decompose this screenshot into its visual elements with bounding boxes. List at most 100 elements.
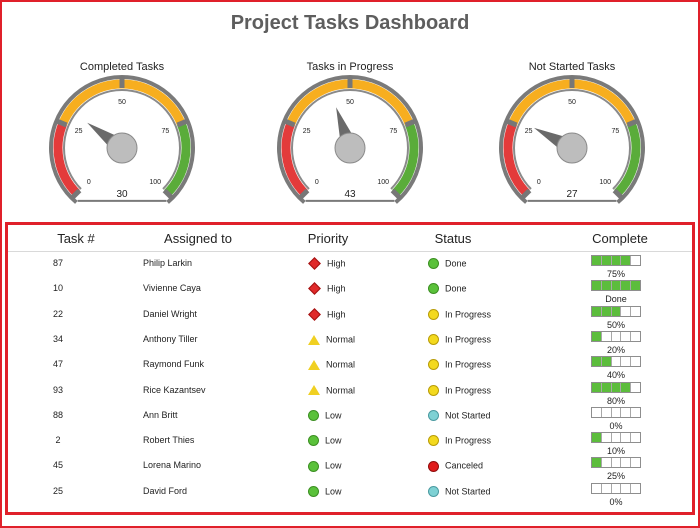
priority-label: Low xyxy=(325,410,342,421)
progress-segment xyxy=(592,458,602,468)
gauge-tick-label: 0 xyxy=(537,179,541,186)
gauge-hub xyxy=(556,132,588,164)
gauge-tick-label: 25 xyxy=(525,128,533,135)
gauge-tick-label: 100 xyxy=(599,179,611,186)
gauge-tick-label: 75 xyxy=(612,128,620,135)
task-number: 88 xyxy=(52,409,63,420)
gauge-dial: 0 25 50 75 100 30 xyxy=(49,75,195,204)
progress-segment xyxy=(621,483,632,493)
table-row[interactable]: 2 Robert Thies Low In Progress 10% xyxy=(8,430,692,456)
priority-label: Normal xyxy=(326,359,356,370)
progress-segment xyxy=(602,331,612,341)
table-row[interactable]: 34 Anthony Tiller Normal In Progress 20% xyxy=(8,329,692,355)
gauge-tick-label: 50 xyxy=(346,99,354,106)
progress-bar xyxy=(591,330,641,342)
gauge-tick-label: 25 xyxy=(75,128,83,135)
task-number: 45 xyxy=(52,460,63,471)
progress-segment xyxy=(592,433,602,443)
progress-label: 0% xyxy=(609,496,623,507)
status-cell: In Progress xyxy=(428,384,538,396)
table-row[interactable]: 47 Raymond Funk Normal In Progress 40% xyxy=(8,354,692,380)
header-assigned-to[interactable]: Assigned to xyxy=(164,231,232,246)
triangle-icon xyxy=(308,359,320,370)
progress-segment xyxy=(621,407,632,417)
header-task-number[interactable]: Task # xyxy=(57,231,95,246)
task-number: 93 xyxy=(52,384,63,395)
status-dot-icon xyxy=(428,435,439,447)
gauge-tick-label: 75 xyxy=(390,128,398,135)
status-label: Canceled xyxy=(445,461,484,472)
progress-segment xyxy=(631,458,640,467)
progress-segment xyxy=(601,382,612,392)
gauge-tick-label: 0 xyxy=(315,179,319,186)
table-header: Task # Assigned to Priority Status Compl… xyxy=(8,225,692,252)
table-row[interactable]: 45 Lorena Marino Low Canceled 25% xyxy=(8,455,692,481)
progress-segment xyxy=(612,407,622,417)
status-dot-icon xyxy=(428,460,439,472)
status-label: In Progress xyxy=(445,435,492,446)
gauge-band xyxy=(391,121,419,197)
header-complete[interactable]: Complete xyxy=(592,231,648,246)
assignee-name: David Ford xyxy=(143,485,188,496)
gauge: Completed Tasks 0 25 50 75 100 30 xyxy=(37,58,207,208)
diamond-icon xyxy=(308,282,321,296)
task-number: 25 xyxy=(52,485,63,496)
status-dot-icon xyxy=(428,283,439,295)
table-row[interactable]: 93 Rice Kazantsev Normal In Progress 80% xyxy=(8,380,692,406)
priority-label: High xyxy=(327,283,346,294)
table-row[interactable]: 10 Vivienne Caya High Done Done xyxy=(8,278,692,304)
priority-label: High xyxy=(327,309,346,320)
progress-bar xyxy=(591,280,641,292)
progress-segment xyxy=(592,357,602,367)
header-status[interactable]: Status xyxy=(434,231,472,246)
status-dot-icon xyxy=(428,258,439,270)
assignee-name: Anthony Tiller xyxy=(143,333,198,344)
table-row[interactable]: 25 David Ford Low Not Started 0% xyxy=(8,481,692,507)
status-cell: Not Started xyxy=(428,409,538,421)
progress-bar xyxy=(591,457,641,469)
progress-segment xyxy=(612,458,622,468)
progress-bar xyxy=(591,305,641,317)
progress-segment xyxy=(602,407,612,417)
table-row[interactable]: 22 Daniel Wright High In Progress 50% xyxy=(8,304,692,330)
gauge-dial: 0 25 50 75 100 27 xyxy=(499,75,645,204)
table-row[interactable]: 87 Philip Larkin High Done 75% xyxy=(8,253,692,279)
progress-segment xyxy=(631,484,640,493)
progress-segment xyxy=(601,357,612,367)
tasks-table: Task # Assigned to Priority Status Compl… xyxy=(5,222,695,515)
progress-segment xyxy=(601,256,612,265)
priority-cell: High xyxy=(308,307,398,321)
circle-icon xyxy=(308,460,319,472)
progress-segment xyxy=(631,433,640,442)
complete-cell: 0% xyxy=(591,482,641,507)
progress-segment xyxy=(612,433,622,443)
status-label: In Progress xyxy=(445,334,492,345)
status-cell: Not Started xyxy=(428,485,538,497)
gauge-tick-label: 25 xyxy=(303,128,311,135)
gauge-tick-label: 50 xyxy=(568,99,576,106)
header-priority[interactable]: Priority xyxy=(307,231,349,246)
gauge-value: 27 xyxy=(566,189,578,200)
gauge-tick-label: 100 xyxy=(377,179,389,186)
progress-segment xyxy=(602,433,612,443)
gauge-tick-label: 100 xyxy=(149,179,161,186)
status-cell: In Progress xyxy=(428,435,538,447)
circle-icon xyxy=(308,409,319,421)
priority-label: Low xyxy=(325,461,342,472)
table-row[interactable]: 88 Ann Britt Low Not Started 0% xyxy=(8,405,692,431)
gauge: Not Started Tasks 0 25 50 75 100 27 xyxy=(487,58,657,208)
assignee-name: Ann Britt xyxy=(143,409,178,420)
task-number: 22 xyxy=(52,308,63,319)
progress-segment xyxy=(601,281,612,291)
progress-segment xyxy=(612,483,622,493)
progress-label: 0% xyxy=(609,420,623,431)
status-label: In Progress xyxy=(445,309,492,320)
gauge-hub xyxy=(106,132,138,164)
gauge-tick-label: 0 xyxy=(87,179,91,186)
complete-cell: 80% xyxy=(591,381,641,406)
progress-segment xyxy=(621,281,632,291)
progress-segment xyxy=(592,483,602,493)
priority-cell: Low xyxy=(308,460,398,472)
task-number: 47 xyxy=(52,359,63,370)
